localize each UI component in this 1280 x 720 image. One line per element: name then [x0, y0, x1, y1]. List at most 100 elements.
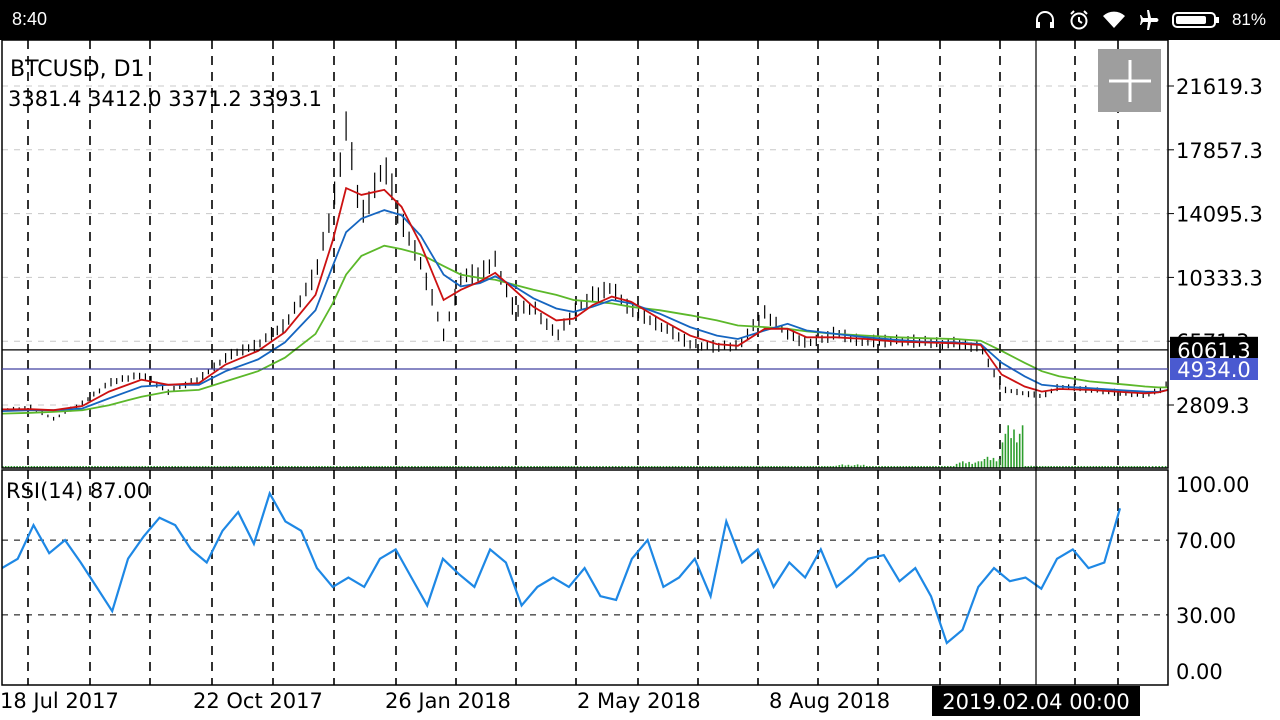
chart-background [0, 40, 1280, 720]
volume-bar [258, 466, 260, 468]
volume-layer [2, 425, 1167, 469]
volume-bar [186, 466, 189, 468]
volume-bar [153, 466, 155, 468]
volume-bar [240, 466, 242, 468]
volume-bar [656, 466, 659, 468]
volume-bar [1039, 466, 1041, 468]
volume-bar [446, 466, 448, 468]
crosshair-time-label: 2019.02.04 00:00 [942, 690, 1129, 714]
volume-bar [1101, 466, 1103, 468]
volume-bar [132, 466, 135, 468]
volume-bar [449, 466, 451, 468]
volume-bar [826, 466, 829, 468]
volume-bar [650, 466, 653, 468]
volume-bar [504, 466, 507, 468]
volume-bar [352, 466, 354, 468]
volume-bar [564, 466, 567, 468]
volume-bar [648, 466, 650, 468]
volume-bar [803, 466, 806, 468]
volume-bar [938, 466, 940, 468]
volume-bar [138, 466, 141, 468]
volume-bar [784, 466, 787, 468]
volume-bar [1018, 433, 1021, 468]
volume-bar [872, 466, 874, 468]
volume-bar [19, 466, 21, 468]
crosshair-toggle-button[interactable] [1098, 49, 1161, 112]
rsi-label: RSI(14) 87.00 [6, 479, 150, 503]
volume-bar [112, 466, 114, 468]
volume-bar [944, 466, 946, 468]
volume-bar [486, 466, 488, 468]
volume-bar [117, 466, 120, 468]
volume-bar [162, 466, 164, 468]
volume-bar [992, 457, 995, 468]
volume-bar [231, 466, 234, 468]
volume-bar [728, 466, 731, 468]
volume-bar [440, 466, 443, 468]
volume-bar [779, 466, 781, 468]
volume-bar [174, 466, 176, 468]
volume-bar [349, 466, 351, 468]
volume-bar [65, 466, 67, 468]
volume-bar [62, 466, 64, 468]
volume-bar [844, 465, 847, 468]
volume-bar [126, 466, 129, 468]
volume-bar [1161, 466, 1164, 468]
volume-bar [530, 466, 532, 468]
volume-bar [291, 466, 293, 468]
volume-bar [1089, 466, 1092, 468]
volume-bar [273, 466, 275, 468]
x-axis-label: 2 May 2018 [577, 689, 701, 713]
volume-bar [492, 466, 494, 468]
volume-bar [599, 466, 601, 468]
volume-bar [129, 466, 132, 468]
price-tick-label: 2809.3 [1176, 394, 1249, 418]
volume-bar [249, 466, 251, 468]
volume-bar [567, 466, 570, 468]
volume-bar [378, 466, 381, 468]
volume-bar [544, 466, 547, 468]
volume-bar [329, 466, 332, 468]
volume-bar [1062, 466, 1064, 468]
volume-bar [812, 466, 815, 468]
volume-bar [923, 466, 925, 468]
volume-bar [246, 466, 248, 468]
volume-bar [908, 466, 911, 468]
volume-bar [470, 466, 472, 468]
x-axis-label: 18 Jul 2017 [0, 689, 119, 713]
volume-bar [460, 466, 463, 468]
volume-bar [1065, 466, 1067, 468]
volume-bar [457, 466, 460, 468]
volume-bar [687, 466, 689, 468]
volume-bar [853, 465, 856, 468]
volume-bar [899, 466, 902, 468]
volume-bar [207, 466, 210, 468]
rsi-panel-frame [1, 469, 1169, 686]
volume-bar [823, 466, 826, 468]
volume-bar [443, 466, 446, 468]
volume-bar [375, 466, 378, 468]
price-panel-frame [1, 40, 1169, 469]
volume-bar [684, 466, 686, 468]
volume-bar [300, 466, 302, 468]
volume-bar [1110, 466, 1112, 468]
ma-red-line [1, 186, 1169, 412]
volume-bar [881, 466, 883, 468]
chart-area[interactable]: 21619.317857.314095.310333.36571.32809.3… [0, 40, 1280, 720]
volume-bar [941, 466, 943, 468]
x-axis-label: 8 Aug 2018 [769, 689, 890, 713]
volume-bar [832, 466, 835, 468]
volume-bar [1030, 465, 1032, 469]
volume-bar [542, 466, 544, 468]
volume-bar [1004, 433, 1007, 468]
volume-bar [228, 466, 231, 468]
volume-bar [327, 466, 329, 468]
volume-bar [1133, 466, 1136, 468]
volume-bar [82, 466, 84, 468]
volume-bar [332, 466, 335, 468]
volume-bar [800, 466, 802, 468]
volume-bar [1053, 466, 1055, 468]
volume-bar [252, 466, 254, 468]
volume-bar [665, 466, 668, 468]
volume-bar [968, 461, 970, 468]
